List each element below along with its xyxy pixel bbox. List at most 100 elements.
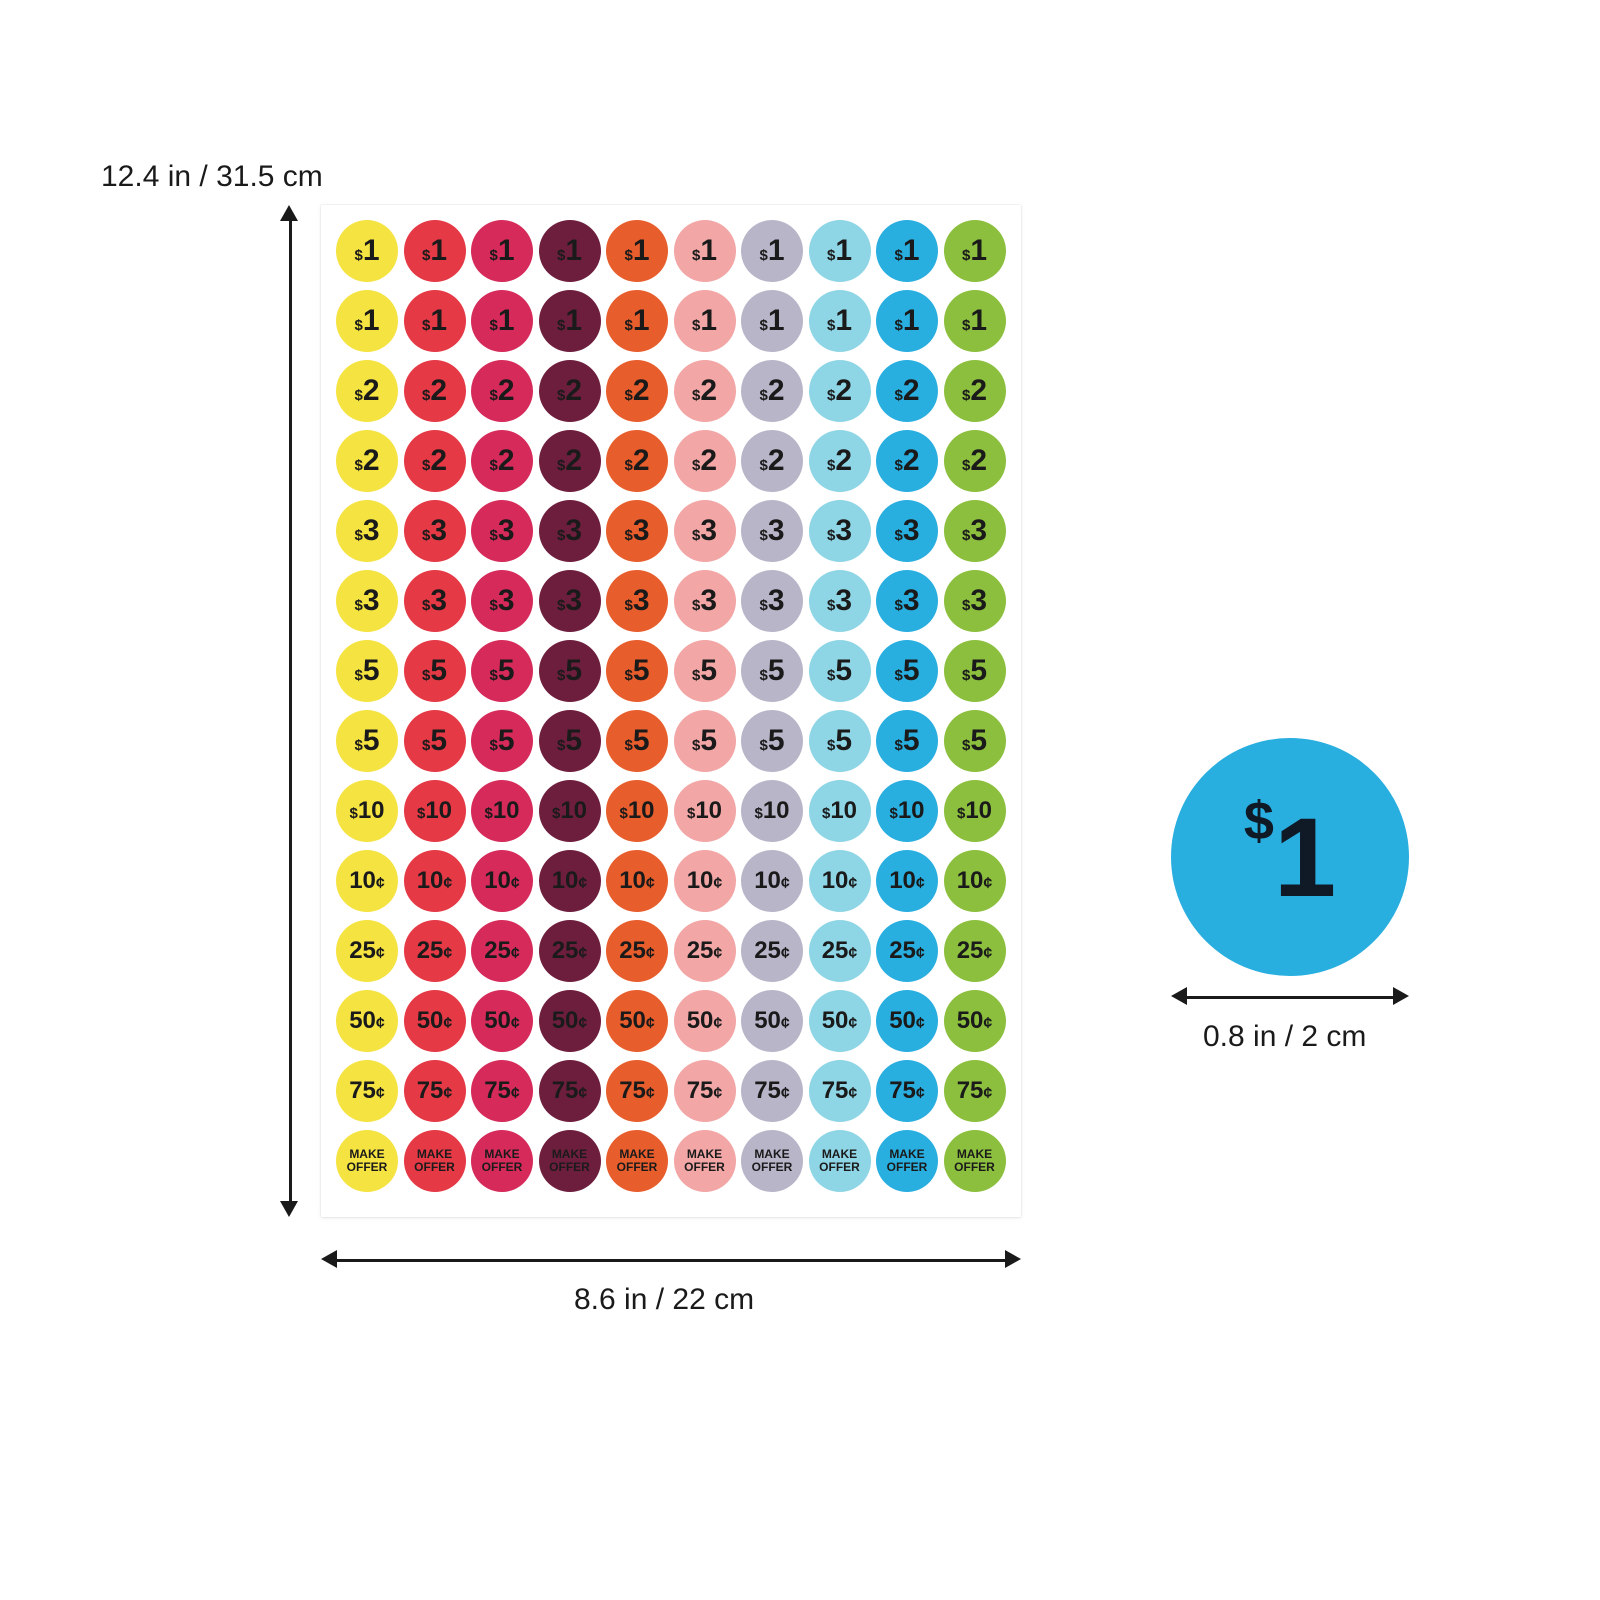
price-sticker: 75¢: [404, 1060, 466, 1122]
height-dimension-label: 12.4 in / 31.5 cm: [101, 160, 323, 194]
arrow-head: [1171, 987, 1187, 1005]
price-sticker: 25¢: [944, 920, 1006, 982]
price-sticker: $2: [809, 430, 871, 492]
dimension-arrow-horizontal: [1187, 996, 1393, 999]
price-sticker: $2: [674, 360, 736, 422]
price-sticker: MAKEOFFER: [944, 1130, 1006, 1192]
price-sticker: $3: [741, 570, 803, 632]
price-sticker: $5: [809, 640, 871, 702]
price-sticker: $2: [809, 360, 871, 422]
price-sticker: $2: [944, 360, 1006, 422]
price-sticker: 10¢: [944, 850, 1006, 912]
price-sticker: $1: [944, 290, 1006, 352]
price-sticker: $1: [606, 290, 668, 352]
price-sticker: 75¢: [741, 1060, 803, 1122]
price-sticker: 25¢: [606, 920, 668, 982]
price-sticker: 50¢: [606, 990, 668, 1052]
price-sticker: 10¢: [674, 850, 736, 912]
price-sticker: $5: [876, 640, 938, 702]
price-sticker: 50¢: [404, 990, 466, 1052]
price-sticker: $3: [876, 570, 938, 632]
price-sticker: $1: [741, 220, 803, 282]
price-sticker: $2: [471, 360, 533, 422]
price-sticker: MAKEOFFER: [404, 1130, 466, 1192]
price-sticker: $1: [741, 290, 803, 352]
price-sticker: $3: [809, 500, 871, 562]
price-sticker: MAKEOFFER: [606, 1130, 668, 1192]
price-sticker: $5: [741, 710, 803, 772]
price-sticker: $1: [539, 220, 601, 282]
price-sticker: $10: [471, 780, 533, 842]
price-sticker: $2: [876, 430, 938, 492]
price-sticker: 25¢: [404, 920, 466, 982]
price-sticker: $3: [471, 500, 533, 562]
price-sticker: 75¢: [674, 1060, 736, 1122]
price-sticker: $2: [539, 430, 601, 492]
price-sticker: $1: [809, 220, 871, 282]
arrow-head: [1005, 1250, 1021, 1268]
price-sticker: $2: [336, 430, 398, 492]
price-sticker: 50¢: [741, 990, 803, 1052]
price-sticker: $5: [606, 640, 668, 702]
price-sticker: $10: [336, 780, 398, 842]
price-sticker: 75¢: [944, 1060, 1006, 1122]
price-sticker: 75¢: [336, 1060, 398, 1122]
detail-sticker: $ 1: [1171, 738, 1409, 976]
price-sticker: 50¢: [674, 990, 736, 1052]
price-sticker: $3: [471, 570, 533, 632]
detail-value: 1: [1274, 793, 1336, 922]
price-sticker: MAKEOFFER: [876, 1130, 938, 1192]
arrow-head: [280, 205, 298, 221]
price-sticker: $3: [944, 500, 1006, 562]
price-sticker: $5: [809, 710, 871, 772]
price-sticker: 10¢: [809, 850, 871, 912]
price-sticker: $2: [471, 430, 533, 492]
price-sticker: $10: [809, 780, 871, 842]
price-sticker: 25¢: [674, 920, 736, 982]
price-sticker: MAKEOFFER: [809, 1130, 871, 1192]
price-sticker: $5: [336, 710, 398, 772]
price-sticker: 10¢: [741, 850, 803, 912]
price-sticker: $3: [674, 500, 736, 562]
price-sticker: $2: [539, 360, 601, 422]
sticker-sheet: $1$1$1$1$1$1$1$1$1$1$1$1$1$1$1$1$1$1$1$1…: [321, 205, 1021, 1217]
price-sticker: $2: [741, 430, 803, 492]
price-sticker: $1: [471, 290, 533, 352]
price-sticker: $1: [336, 290, 398, 352]
price-sticker: $3: [606, 500, 668, 562]
width-dimension-label: 8.6 in / 22 cm: [574, 1283, 754, 1317]
price-sticker: 10¢: [404, 850, 466, 912]
price-sticker: 25¢: [741, 920, 803, 982]
price-sticker: 50¢: [336, 990, 398, 1052]
price-sticker: MAKEOFFER: [539, 1130, 601, 1192]
price-sticker: 75¢: [471, 1060, 533, 1122]
price-sticker: $5: [471, 710, 533, 772]
price-sticker: 25¢: [539, 920, 601, 982]
price-sticker: $2: [606, 360, 668, 422]
price-sticker: $1: [404, 290, 466, 352]
price-sticker: MAKEOFFER: [336, 1130, 398, 1192]
detail-symbol: $: [1244, 790, 1274, 852]
price-sticker: $1: [404, 220, 466, 282]
price-sticker: 25¢: [876, 920, 938, 982]
price-sticker: $3: [404, 500, 466, 562]
price-sticker: 10¢: [336, 850, 398, 912]
price-sticker: $3: [944, 570, 1006, 632]
price-sticker: 75¢: [876, 1060, 938, 1122]
price-sticker: $2: [741, 360, 803, 422]
price-sticker: $3: [876, 500, 938, 562]
price-sticker: $10: [876, 780, 938, 842]
arrow-head: [321, 1250, 337, 1268]
price-sticker: $5: [471, 640, 533, 702]
price-sticker: $5: [741, 640, 803, 702]
price-sticker: $3: [404, 570, 466, 632]
price-sticker: 50¢: [944, 990, 1006, 1052]
price-sticker: 50¢: [471, 990, 533, 1052]
price-sticker: $5: [336, 640, 398, 702]
price-sticker: 75¢: [606, 1060, 668, 1122]
price-sticker: $3: [674, 570, 736, 632]
price-sticker: $2: [404, 360, 466, 422]
price-sticker: MAKEOFFER: [674, 1130, 736, 1192]
price-sticker: $1: [674, 220, 736, 282]
price-sticker: $1: [471, 220, 533, 282]
